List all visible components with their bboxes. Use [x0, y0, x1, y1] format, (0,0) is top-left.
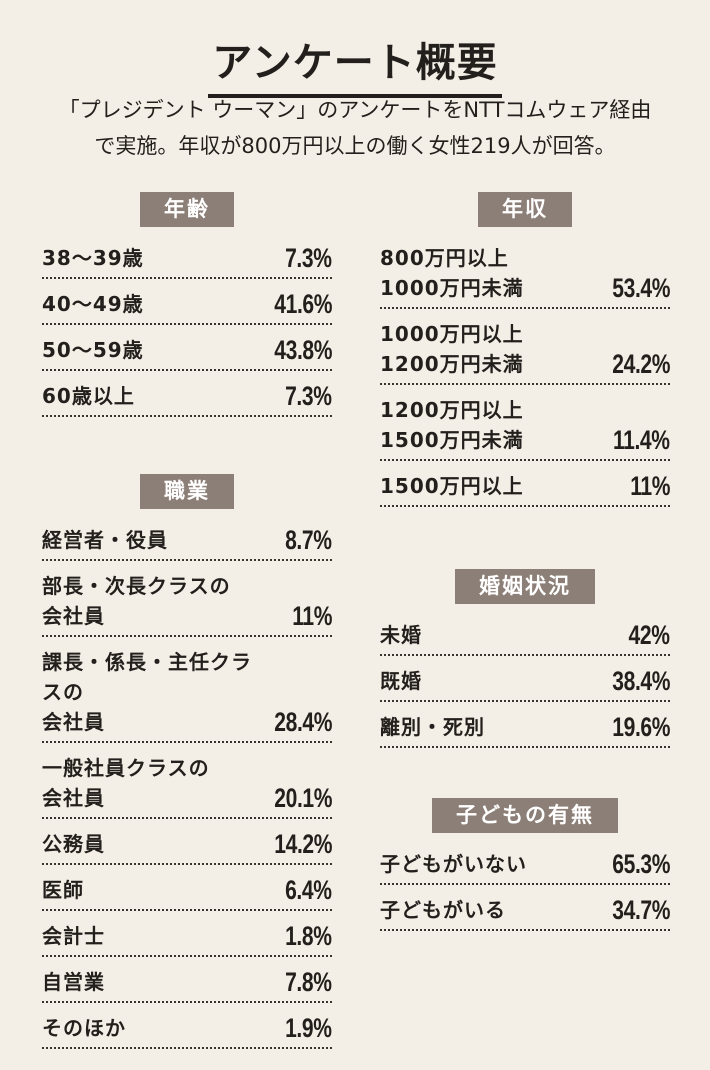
row-value: 19.6% [612, 712, 670, 742]
page-title: アンケート概要 [0, 30, 710, 98]
row-value: 11% [292, 601, 332, 631]
table-row: 自営業 7.8% [42, 965, 332, 1003]
row-value: 20.1% [274, 783, 332, 813]
row-value: 7.8% [285, 967, 333, 997]
row-label: 一般社員クラスの 会社員 [42, 753, 210, 813]
table-row: 課長・係長・主任クラスの 会社員 28.4% [42, 645, 332, 743]
row-label-line-1: 課長・係長・主任クラスの [42, 650, 252, 704]
row-label: 子どもがいない [380, 852, 527, 876]
row-label: 会計士 [42, 924, 105, 948]
table-row: 公務員 14.2% [42, 827, 332, 865]
section-income: 年収 800万円以上 1000万円未満 53.4% 1000万円以上 1200万… [380, 192, 670, 515]
row-value: 1.9% [285, 1013, 333, 1043]
section-age: 年齢 38〜39歳 7.3% 40〜49歳 41.6% 50〜59歳 43.8%… [42, 192, 332, 425]
row-label-line-1: 部長・次長クラスの [42, 574, 231, 598]
row-value: 14.2% [274, 829, 332, 859]
row-label: 既婚 [380, 669, 422, 693]
table-row: 60歳以上 7.3% [42, 379, 332, 417]
row-label: 課長・係長・主任クラスの 会社員 [42, 647, 258, 737]
table-row: 40〜49歳 41.6% [42, 287, 332, 325]
table-row: 会計士 1.8% [42, 919, 332, 957]
row-value: 38.4% [612, 666, 670, 696]
section-occupation: 職業 経営者・役員 8.7% 部長・次長クラスの 会社員 11% 課長・係長・主… [42, 474, 332, 1057]
row-label-line-2: 1000万円未満 [380, 276, 524, 300]
row-value: 34.7% [612, 895, 670, 925]
table-row: 離別・死別 19.6% [380, 710, 670, 748]
row-value: 28.4% [274, 707, 332, 737]
section-heading-income: 年収 [478, 192, 572, 227]
row-value: 7.3% [285, 381, 333, 411]
row-label-line-2: 会社員 [42, 786, 105, 810]
table-row: 38〜39歳 7.3% [42, 241, 332, 279]
row-label: 800万円以上 1000万円未満 [380, 243, 524, 303]
table-row: 部長・次長クラスの 会社員 11% [42, 569, 332, 637]
row-label: 1000万円以上 1200万円未満 [380, 319, 524, 379]
row-label-line-2: 会社員 [42, 710, 105, 734]
row-label-line-1: 1000万円以上 [380, 322, 524, 346]
description-line-1: 「プレジデント ウーマン」のアンケートをNTTコムウェア経由 [58, 98, 652, 122]
row-value: 42% [629, 620, 670, 650]
row-label: 公務員 [42, 832, 105, 856]
table-row: 1200万円以上 1500万円未満 11.4% [380, 393, 670, 461]
row-value: 7.3% [285, 243, 333, 273]
row-label: そのほか [42, 1016, 126, 1040]
section-heading-age: 年齢 [140, 192, 234, 227]
row-label-line-1: 1200万円以上 [380, 398, 524, 422]
row-label: 未婚 [380, 623, 422, 647]
section-heading-children: 子どもの有無 [432, 798, 618, 833]
row-label: 50〜59歳 [42, 338, 144, 362]
description-line-2: で実施。年収が800万円以上の働く女性219人が回答。 [94, 134, 616, 158]
row-label: 子どもがいる [380, 898, 506, 922]
row-value: 41.6% [274, 289, 332, 319]
section-heading-marital: 婚姻状況 [455, 569, 595, 604]
table-row: そのほか 1.9% [42, 1011, 332, 1049]
table-row: 800万円以上 1000万円未満 53.4% [380, 241, 670, 309]
row-value: 11% [630, 471, 670, 501]
page-title-text: アンケート概要 [208, 30, 502, 98]
table-row: 医師 6.4% [42, 873, 332, 911]
row-value: 65.3% [612, 849, 670, 879]
row-value: 8.7% [285, 525, 333, 555]
row-label: 38〜39歳 [42, 246, 144, 270]
row-value: 53.4% [612, 273, 670, 303]
row-label-line-2: 1500万円未満 [380, 428, 524, 452]
table-row: 一般社員クラスの 会社員 20.1% [42, 751, 332, 819]
row-label: 40〜49歳 [42, 292, 144, 316]
row-label-line-2: 1200万円未満 [380, 352, 524, 376]
row-value: 24.2% [612, 349, 670, 379]
row-label-line-1: 一般社員クラスの [42, 756, 210, 780]
table-row: 1500万円以上 11% [380, 469, 670, 507]
section-children: 子どもの有無 子どもがいない 65.3% 子どもがいる 34.7% [380, 798, 670, 939]
row-label: 経営者・役員 [42, 528, 168, 552]
row-label: 自営業 [42, 970, 105, 994]
row-label: 部長・次長クラスの 会社員 [42, 571, 231, 631]
table-row: 未婚 42% [380, 618, 670, 656]
row-label: 医師 [42, 878, 84, 902]
table-row: 子どもがいない 65.3% [380, 847, 670, 885]
row-label-line-1: 800万円以上 [380, 246, 509, 270]
row-label: 1500万円以上 [380, 474, 524, 498]
row-label-line-2: 会社員 [42, 604, 105, 628]
row-value: 6.4% [285, 875, 333, 905]
table-row: 既婚 38.4% [380, 664, 670, 702]
row-label: 1200万円以上 1500万円未満 [380, 395, 524, 455]
table-row: 子どもがいる 34.7% [380, 893, 670, 931]
row-value: 11.4% [613, 425, 670, 455]
row-value: 43.8% [274, 335, 332, 365]
table-row: 1000万円以上 1200万円未満 24.2% [380, 317, 670, 385]
section-heading-occupation: 職業 [140, 474, 234, 509]
table-row: 経営者・役員 8.7% [42, 523, 332, 561]
row-label: 60歳以上 [42, 384, 135, 408]
section-marital-status: 婚姻状況 未婚 42% 既婚 38.4% 離別・死別 19.6% [380, 569, 670, 756]
row-value: 1.8% [285, 921, 333, 951]
row-label: 離別・死別 [380, 715, 485, 739]
survey-description: 「プレジデント ウーマン」のアンケートをNTTコムウェア経由 で実施。年収が80… [0, 92, 710, 164]
table-row: 50〜59歳 43.8% [42, 333, 332, 371]
